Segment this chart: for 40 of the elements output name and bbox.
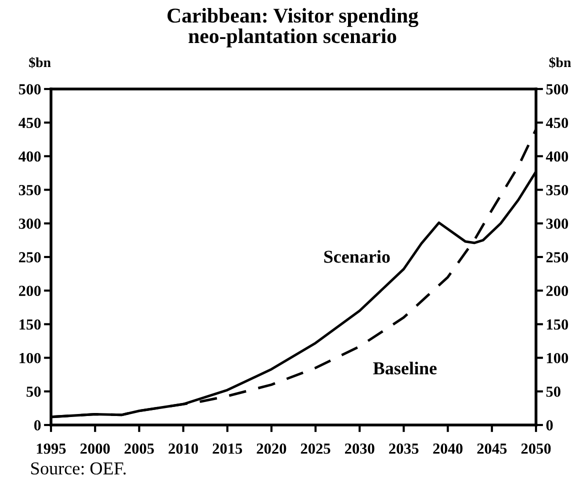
y2-tick-label: 200 [546,286,568,296]
y2-tick-label: 500 [546,84,568,94]
y-tick-label: 100 [20,352,41,364]
y2-tick-label: 150 [546,319,568,330]
x-tick-label: 2030 [345,443,374,454]
y-axis-title: $bn [29,56,51,68]
x-tick-label: 2020 [256,443,286,454]
x-tick-label: 2045 [477,443,507,454]
y2-tick-label: 450 [546,118,568,128]
y-tick-label: 450 [18,118,41,128]
x-tick-label: 2005 [124,443,154,454]
source-note: Source: OEF. [31,462,126,475]
x-tick-label: 2040 [433,443,463,454]
y-tick-label: 50 [26,386,41,397]
y-tick-label: 400 [18,151,41,162]
x-tick-label: 2000 [80,443,110,454]
y2-tick-label: 50 [546,386,560,397]
y2-tick-label: 300 [546,218,568,229]
series-label: Baseline [373,362,437,374]
y-tick-label: 150 [20,319,41,330]
x-tick-label: 2025 [300,443,330,454]
y-tick-label: 0 [34,420,41,430]
y-tick-label: 300 [18,218,41,229]
x-tick-label: 2050 [521,443,551,454]
y-tick-label: 350 [18,184,41,196]
x-tick-label: 1995 [36,444,66,454]
y2-tick-label: 250 [546,252,568,262]
y2-axis-title: $bn [549,56,571,68]
y-tick-label: 500 [18,84,41,94]
y2-tick-label: 400 [546,151,568,162]
y2-tick-label: 350 [546,184,568,196]
chart-title: Caribbean: Visitor spending neo-plantation scenario [168,8,418,48]
y2-tick-label: 100 [546,352,568,364]
x-tick-label: 2010 [168,443,198,454]
y2-tick-label: 0 [546,420,553,430]
x-tick-label: 2035 [389,443,418,454]
series-label: Scenario [324,250,390,263]
y-tick-label: 250 [19,252,41,262]
x-tick-label: 2015 [212,443,242,454]
y-tick-label: 200 [19,286,41,296]
